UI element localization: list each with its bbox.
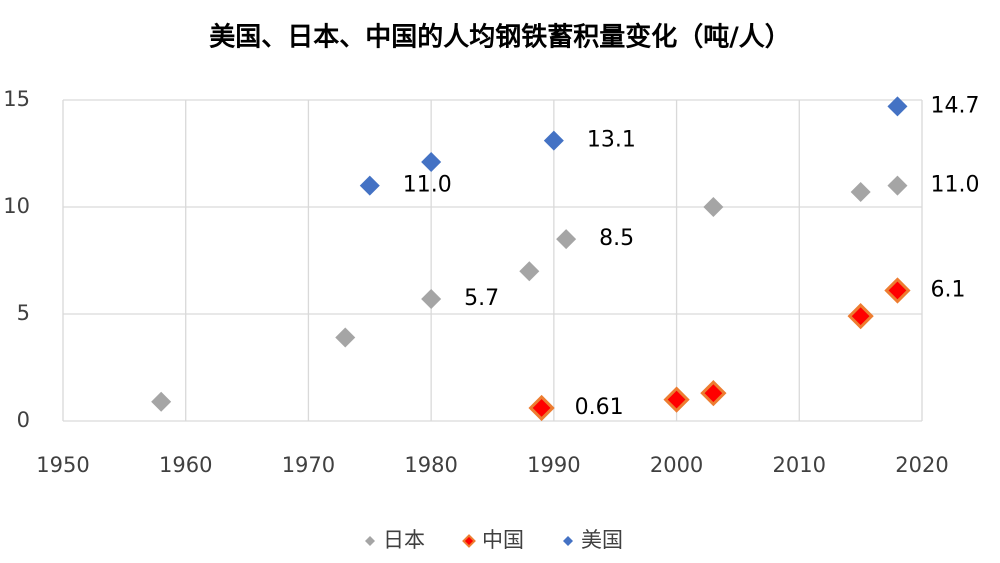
- x-tick-label: 1990: [527, 453, 580, 477]
- x-tick-label: 1980: [404, 453, 457, 477]
- scatter-point: [335, 327, 356, 348]
- y-tick-label: 5: [17, 301, 30, 325]
- scatter-point: [556, 229, 577, 250]
- scatter-point: [850, 182, 871, 203]
- x-tick-label: 2020: [895, 453, 948, 477]
- scatter-point: [884, 277, 911, 304]
- scatter-point: [421, 152, 442, 173]
- chart-title: 美国、日本、中国的人均钢铁蓄积量变化（吨/人）: [209, 22, 791, 53]
- scatter-point: [421, 289, 442, 310]
- scatter-point: [519, 261, 540, 282]
- legend-label: 中国: [482, 528, 524, 552]
- scatter-point: [887, 175, 908, 196]
- legend-label: 美国: [581, 528, 623, 552]
- data-label: 0.61: [575, 395, 624, 420]
- scatter-point: [151, 391, 172, 412]
- legend-marker: [563, 536, 573, 546]
- scatter-point: [700, 380, 727, 407]
- legend-marker: [365, 536, 375, 546]
- scatter-point: [703, 197, 724, 217]
- data-label: 8.5: [599, 226, 634, 251]
- data-label: 6.1: [930, 277, 965, 302]
- scatter-point: [847, 303, 874, 330]
- y-tick-label: 0: [17, 408, 30, 432]
- scatter-point: [663, 386, 690, 413]
- data-label: 11.0: [403, 173, 452, 198]
- legend-marker: [462, 534, 476, 548]
- scatter-point: [887, 96, 908, 117]
- x-tick-label: 1950: [36, 453, 89, 477]
- y-tick-label: 15: [3, 87, 30, 111]
- x-tick-label: 2010: [773, 453, 826, 477]
- data-label: 5.7: [464, 286, 499, 311]
- x-tick-label: 1970: [282, 453, 335, 477]
- scatter-point: [359, 175, 380, 196]
- data-label: 11.0: [930, 173, 979, 198]
- scatter-point: [543, 130, 564, 151]
- scatter-point: [528, 394, 555, 422]
- data-label: 13.1: [587, 128, 636, 153]
- y-tick-label: 10: [3, 194, 30, 218]
- x-tick-label: 1960: [159, 453, 212, 477]
- data-label: 14.7: [930, 93, 979, 118]
- legend-label: 日本: [383, 528, 425, 552]
- x-tick-label: 2000: [650, 453, 703, 477]
